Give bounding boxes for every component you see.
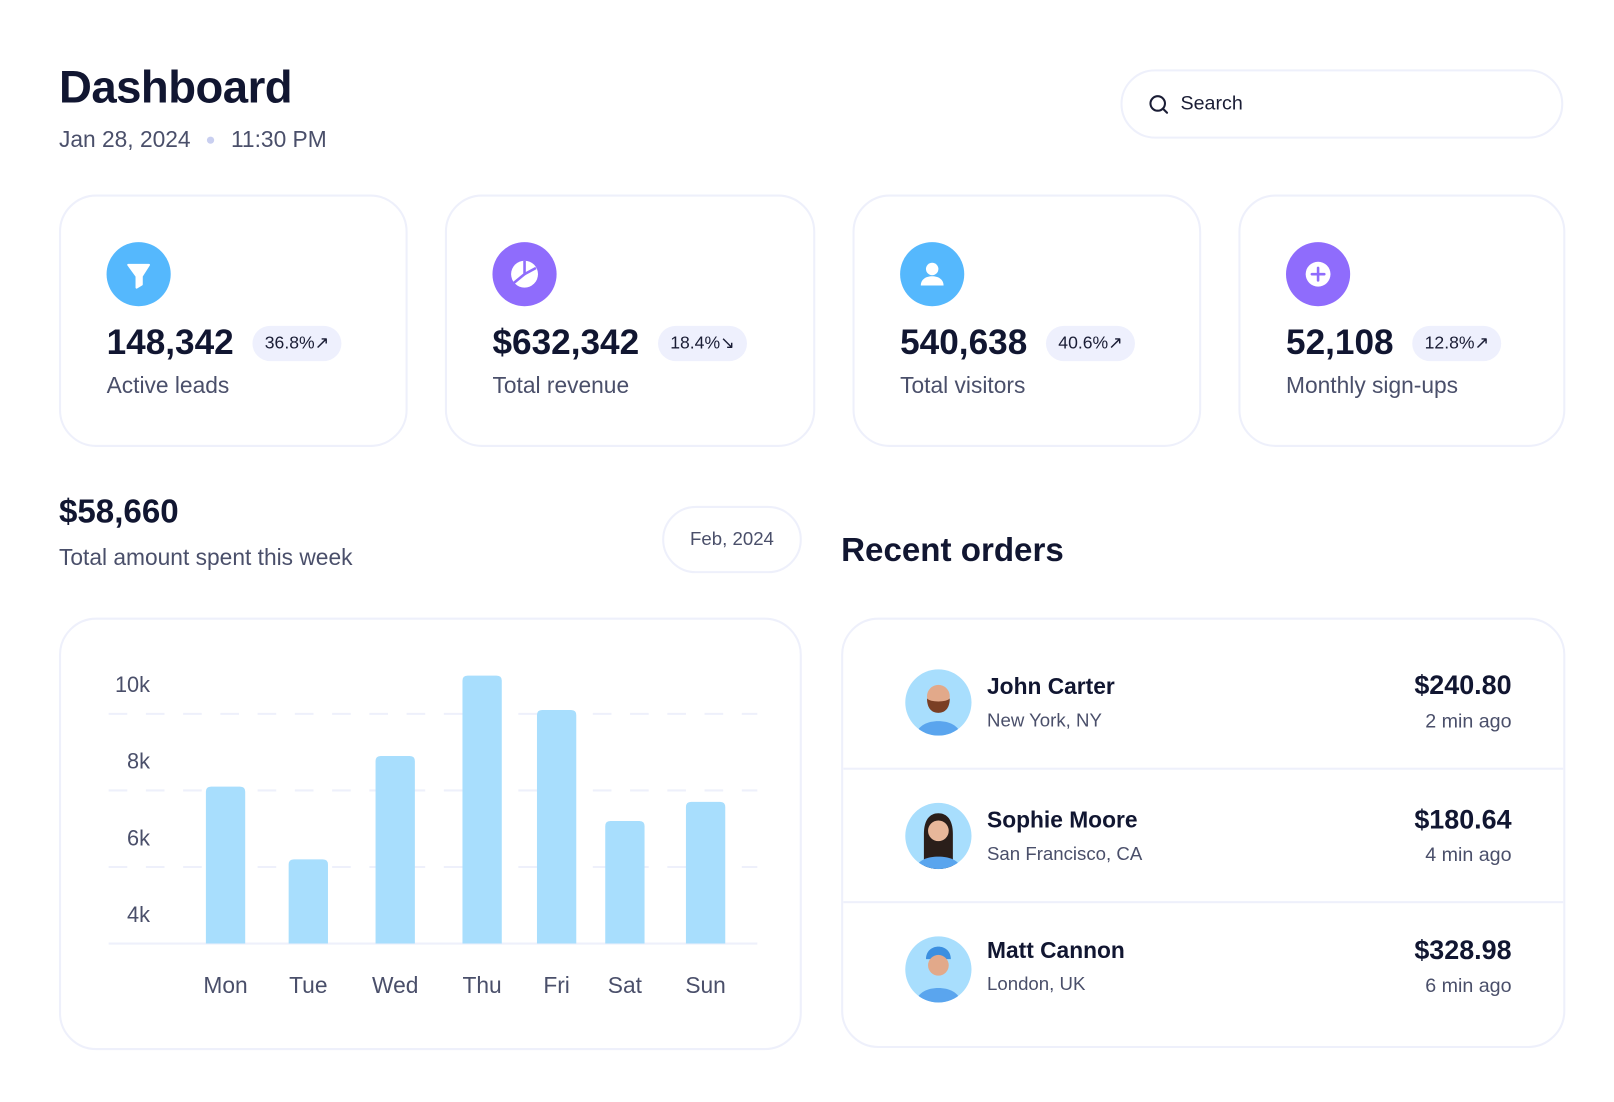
- order-time: 4 min ago: [1425, 844, 1512, 866]
- user-icon: [900, 242, 965, 307]
- order-row[interactable]: Sophie Moore San Francisco, CA $180.64 4…: [843, 770, 1563, 903]
- funnel-icon: [106, 242, 171, 307]
- bar-thu: [462, 675, 502, 944]
- order-time: 2 min ago: [1425, 710, 1512, 733]
- order-row[interactable]: Matt Cannon London, UK $328.98 6 min ago: [843, 903, 1563, 1036]
- bar-sun: [685, 801, 726, 944]
- order-amount: $240.80: [1414, 669, 1512, 701]
- customer-location: San Francisco, CA: [987, 843, 1143, 864]
- change-badge: 18.4%↘: [657, 325, 748, 361]
- x-tick-label: Tue: [289, 972, 327, 998]
- search-box[interactable]: [1120, 69, 1564, 139]
- stat-card-monthly-signups: 52,108 12.8%↗ Monthly sign-ups: [1238, 194, 1566, 447]
- period-selector[interactable]: Feb, 2024: [662, 505, 802, 574]
- divider: [843, 901, 1564, 904]
- bar-wed: [375, 755, 415, 944]
- customer-name: John Carter: [987, 673, 1115, 700]
- bar-tue: [288, 859, 328, 944]
- bar-fri: [536, 710, 577, 944]
- stat-label: Total revenue: [492, 372, 630, 399]
- stat-card-active-leads: 148,342 36.8%↗ Active leads: [58, 194, 408, 447]
- bar-chart: 4k 6k 8k 10k Mon Tue Wed Thu Fri Sat Sun: [108, 672, 758, 998]
- avatar: [905, 802, 972, 870]
- order-time: 6 min ago: [1425, 975, 1512, 998]
- avatar: [905, 936, 972, 1003]
- recent-orders-list: John Carter New York, NY $240.80 2 min a…: [841, 617, 1566, 1049]
- stat-value: 540,638: [900, 322, 1028, 363]
- customer-name: Sophie Moore: [987, 806, 1138, 833]
- stat-value: 148,342: [106, 322, 234, 363]
- bar-mon: [205, 786, 246, 944]
- date: Jan 28, 2024: [58, 126, 191, 153]
- search-input[interactable]: [1178, 91, 1535, 117]
- order-amount: $328.98: [1414, 934, 1512, 966]
- customer-location: New York, NY: [987, 709, 1102, 731]
- y-tick-label: 4k: [127, 902, 150, 927]
- x-tick-label: Thu: [463, 972, 502, 998]
- stat-label: Monthly sign-ups: [1286, 372, 1459, 399]
- order-amount: $180.64: [1414, 803, 1512, 835]
- stat-card-total-visitors: 540,638 40.6%↗ Total visitors: [852, 194, 1202, 447]
- order-row[interactable]: John Carter New York, NY $240.80 2 min a…: [843, 620, 1563, 753]
- separator-dot: [207, 136, 215, 144]
- stat-card-total-revenue: $632,342 18.4%↘ Total revenue: [444, 194, 816, 447]
- pie-chart-icon: [492, 242, 557, 307]
- time: 11:30 PM: [230, 126, 327, 153]
- weekly-label: Total amount spent this week: [58, 544, 353, 571]
- x-tick-label: Sat: [608, 972, 643, 998]
- divider: [843, 767, 1564, 770]
- x-tick-label: Wed: [372, 972, 418, 998]
- y-tick-label: 8k: [127, 749, 150, 774]
- page-title: Dashboard: [58, 62, 293, 113]
- stat-value: $632,342: [492, 322, 640, 363]
- y-tick-label: 6k: [127, 825, 150, 850]
- search-icon: [1149, 94, 1169, 114]
- date-time: Jan 28, 2024 11:30 PM: [59, 126, 327, 153]
- customer-location: London, UK: [987, 973, 1086, 995]
- plus-circle-icon: [1286, 242, 1351, 307]
- change-badge: 12.8%↗: [1412, 325, 1502, 361]
- stat-label: Total visitors: [900, 372, 1026, 399]
- change-badge: 40.6%↗: [1045, 325, 1136, 361]
- weekly-amount: $58,660: [58, 492, 179, 530]
- recent-orders-title: Recent orders: [841, 530, 1064, 568]
- y-tick-label: 10k: [115, 672, 150, 697]
- change-badge: 36.8%↗: [252, 325, 342, 361]
- weekly-chart-card: 4k 6k 8k 10k Mon Tue Wed Thu Fri Sat Sun: [58, 617, 802, 1051]
- bar-sat: [605, 821, 645, 944]
- x-tick-label: Fri: [543, 972, 570, 998]
- x-tick-label: Mon: [203, 972, 247, 998]
- avatar: [905, 669, 972, 736]
- stat-value: 52,108: [1286, 322, 1394, 363]
- stat-label: Active leads: [106, 372, 230, 399]
- customer-name: Matt Cannon: [987, 937, 1125, 964]
- x-tick-label: Sun: [685, 972, 725, 998]
